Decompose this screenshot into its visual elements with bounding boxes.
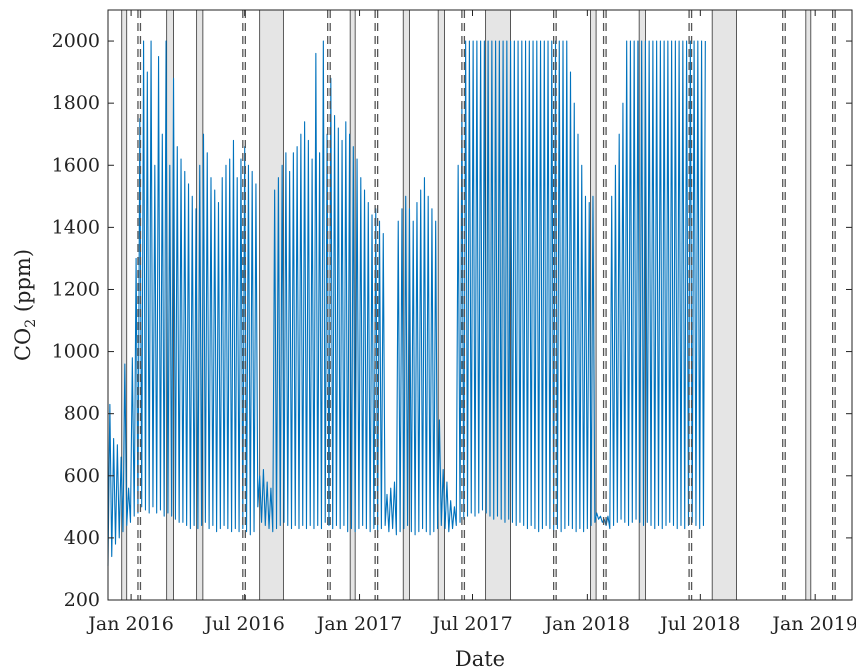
- y-tick-label: 1600: [52, 154, 100, 176]
- y-tick-label: 600: [64, 465, 100, 487]
- event-markers: [137, 10, 836, 600]
- y-tick-label: 1200: [52, 278, 100, 300]
- x-axis-title: Date: [455, 647, 505, 671]
- y-tick-label: 1400: [52, 216, 100, 238]
- shaded-period-11: [805, 9, 812, 601]
- y-tick-label: 800: [64, 403, 100, 425]
- y-tick-label: 400: [64, 527, 100, 549]
- x-tick-label: Jan 2016: [86, 613, 174, 635]
- y-axis-title: CO2 (ppm): [11, 249, 39, 361]
- y-axis-title-main: CO: [11, 328, 35, 361]
- y-tick-label: 200: [64, 589, 100, 611]
- y-axis-ticks: 200 400 600 800 1000 1200 1400 1600 1800 2000: [52, 30, 852, 611]
- x-tick-label: Jul 2016: [203, 613, 285, 635]
- x-tick-label: Jan 2017: [315, 613, 403, 635]
- y-axis-title-subscript: 2: [23, 319, 39, 328]
- x-axis-ticks: Jan 2016 Jul 2016 Jan 2017 Jul 2017 Jan 2018…: [86, 10, 856, 635]
- shaded-period-10: [711, 9, 737, 601]
- y-tick-label: 2000: [52, 30, 100, 52]
- x-tick-label: Jul 2018: [658, 613, 740, 635]
- y-tick-label: 1800: [52, 92, 100, 114]
- plot-frame: [107, 9, 853, 601]
- x-tick-label: Jan 2018: [543, 613, 631, 635]
- x-tick-label: Jan 2019: [770, 613, 856, 635]
- y-axis-title-unit: (ppm): [11, 249, 35, 319]
- x-tick-label: Jul 2017: [430, 613, 512, 635]
- y-tick-label: 1000: [52, 341, 100, 363]
